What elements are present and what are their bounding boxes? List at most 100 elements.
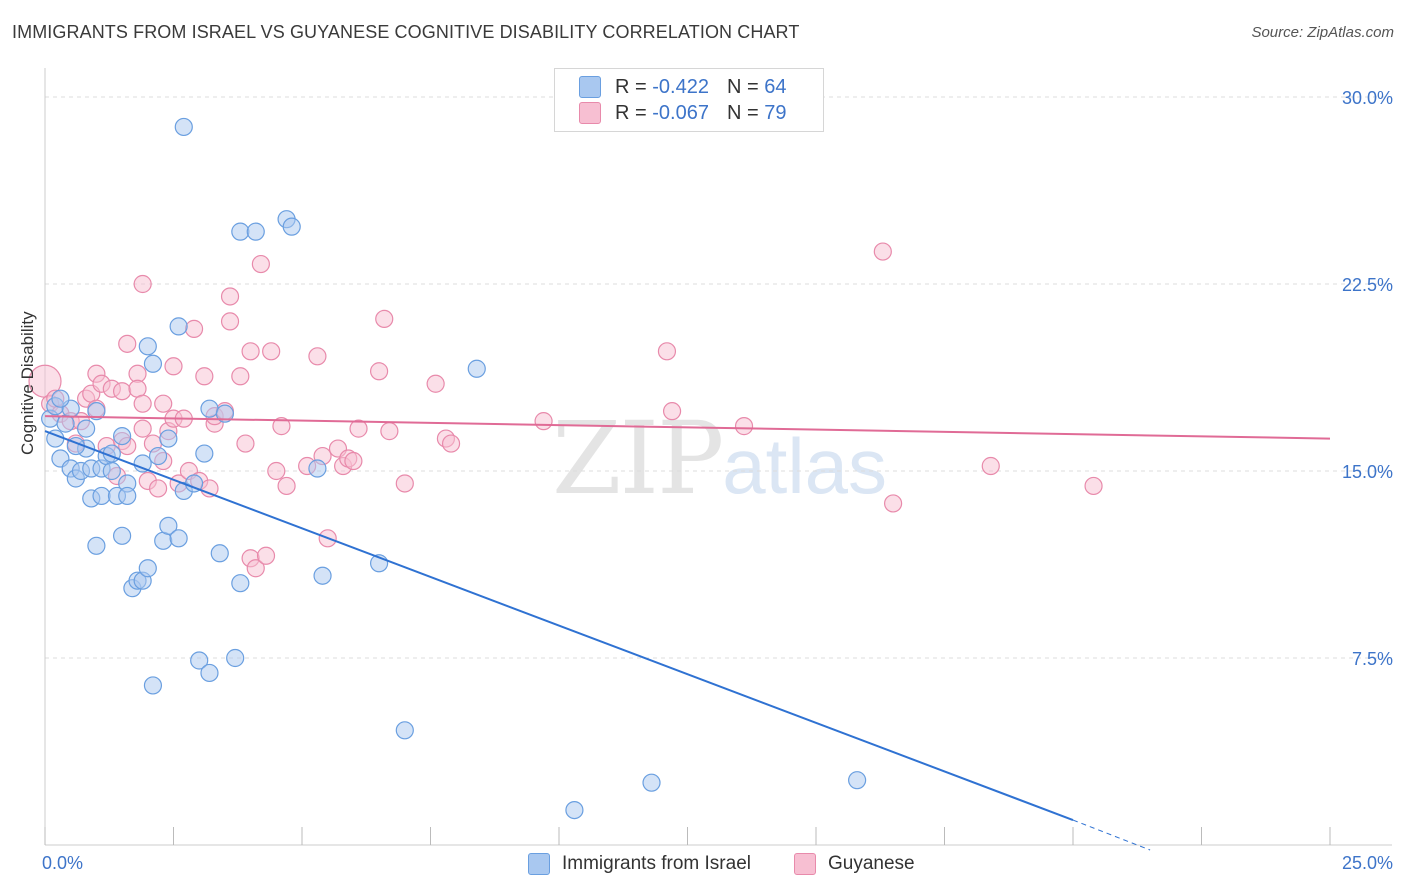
y-tick-label-2: 22.5% — [1342, 275, 1393, 295]
guyanese-point-22 — [133, 419, 152, 438]
legend-r-label: R = — [615, 75, 647, 98]
israel-point-23 — [118, 486, 137, 506]
israel-point-34 — [159, 429, 178, 448]
guyanese-point-28 — [154, 394, 173, 413]
guyanese-point-44 — [231, 367, 250, 386]
y-tick-label-1: 15.0% — [1342, 462, 1393, 482]
israel-point-45 — [226, 648, 245, 668]
israel-point-62 — [87, 402, 106, 421]
guyanese-point-50 — [256, 546, 276, 565]
legend-n-label: N = — [726, 101, 759, 124]
legend-n-label: N = — [726, 75, 759, 98]
israel-point-13 — [87, 536, 106, 555]
y-tick-label-3: 30.0% — [1342, 88, 1393, 108]
israel-point-58 — [848, 771, 867, 790]
guyanese-point-51 — [262, 342, 281, 361]
israel-point-59 — [133, 454, 152, 473]
bottom-legend-label-israel: Immigrants from Israel — [562, 853, 751, 874]
guyanese-point-72 — [657, 342, 677, 361]
israel-point-10 — [77, 419, 96, 438]
guyanese-point-70 — [441, 434, 461, 453]
israel-point-20 — [112, 526, 132, 545]
guyanese-point-78 — [1084, 476, 1103, 496]
y-axis-label: Cognitive Disability — [18, 311, 37, 455]
guyanese-point-35 — [184, 319, 204, 338]
stats-legend: R = -0.422 N = 64 R = -0.067 N = 79 — [554, 68, 824, 132]
guyanese-point-37 — [195, 367, 214, 386]
israel-point-39 — [190, 651, 209, 670]
israel-point-40 — [195, 444, 214, 463]
legend-swatch-israel — [579, 76, 601, 98]
guyanese-point-52 — [267, 461, 286, 481]
israel-point-15 — [92, 486, 111, 506]
x-tick-label-0: 0.0% — [42, 853, 83, 873]
israel-point-50 — [282, 217, 301, 236]
guyanese-point-42 — [220, 287, 240, 306]
bottom-legend-israel: Immigrants from Israel — [528, 852, 751, 876]
guyanese-point-23 — [133, 274, 152, 294]
israel-point-46 — [231, 222, 250, 241]
israel-point-47 — [231, 574, 250, 593]
israel-point-29 — [143, 676, 163, 695]
israel-point-43 — [210, 544, 229, 563]
israel-point-35 — [169, 529, 188, 548]
watermark-zip: ZIP — [552, 400, 724, 517]
israel-point-56 — [565, 800, 584, 820]
legend-n-value: 64 — [764, 75, 787, 98]
tick-labels: 7.5% 15.0% 22.5% 30.0% 0.0% 25.0% — [42, 88, 1393, 873]
israel-point-27 — [138, 559, 157, 578]
israel-point-51 — [308, 459, 327, 478]
guyanese-point-53 — [272, 417, 291, 436]
guyanese-trend-line — [44, 415, 1331, 440]
israel-point-48 — [246, 222, 265, 241]
guyanese-point-26 — [148, 479, 168, 498]
israel-point-63 — [51, 389, 70, 408]
axes — [44, 68, 1392, 846]
guyanese-point-64 — [370, 362, 389, 381]
israel-point-41 — [200, 663, 219, 683]
guyanese-point-43 — [220, 312, 240, 331]
guyanese-points — [28, 242, 1103, 578]
guyanese-point-54 — [277, 476, 296, 496]
israel-point-30 — [143, 354, 163, 373]
guyanese-point-74 — [734, 417, 754, 436]
israel-point-54 — [395, 721, 414, 740]
guyanese-point-48 — [246, 559, 265, 578]
israel-point-21 — [112, 426, 132, 446]
legend-swatch-guyanese — [579, 102, 601, 124]
israel-point-55 — [467, 359, 486, 378]
guyanese-point-76 — [883, 494, 903, 513]
guyanese-point-45 — [236, 434, 255, 453]
guyanese-point-63 — [349, 419, 368, 438]
guyanese-point-71 — [534, 412, 553, 431]
legend-r-label: R = — [615, 101, 647, 124]
bottom-legend-swatch-guyanese — [794, 853, 816, 875]
guyanese-point-73 — [662, 402, 682, 421]
israel-trend-extension — [1072, 819, 1151, 851]
x-tick-label-1: 25.0% — [1342, 853, 1393, 873]
chart-title: IMMIGRANTS FROM ISRAEL VS GUYANESE COGNI… — [12, 22, 800, 42]
israel-point-33 — [159, 516, 178, 535]
israel-point-57 — [642, 773, 661, 792]
israel-point-44 — [215, 404, 234, 423]
israel-trend-line — [44, 430, 1074, 822]
guyanese-point-66 — [380, 422, 399, 441]
israel-point-52 — [313, 566, 332, 585]
watermark: ZIPatlas — [552, 400, 887, 517]
israel-point-28 — [138, 337, 157, 356]
israel-point-38 — [174, 117, 193, 137]
legend-row-guyanese: R = -0.067 N = 79 — [579, 100, 786, 126]
israel-point-18 — [102, 461, 121, 481]
trend-lines — [44, 415, 1331, 851]
bottom-legend-guyanese: Guyanese — [794, 852, 915, 876]
guyanese-point-18 — [118, 334, 137, 353]
guyanese-point-75 — [873, 242, 892, 261]
guyanese-point-62 — [344, 451, 363, 471]
legend-row-israel: R = -0.422 N = 64 — [579, 74, 786, 100]
guyanese-point-21 — [133, 394, 152, 413]
source-label: Source: ZipAtlas.com — [1251, 24, 1394, 41]
israel-point-31 — [148, 446, 168, 466]
guyanese-point-68 — [426, 374, 445, 393]
guyanese-point-65 — [375, 309, 394, 329]
